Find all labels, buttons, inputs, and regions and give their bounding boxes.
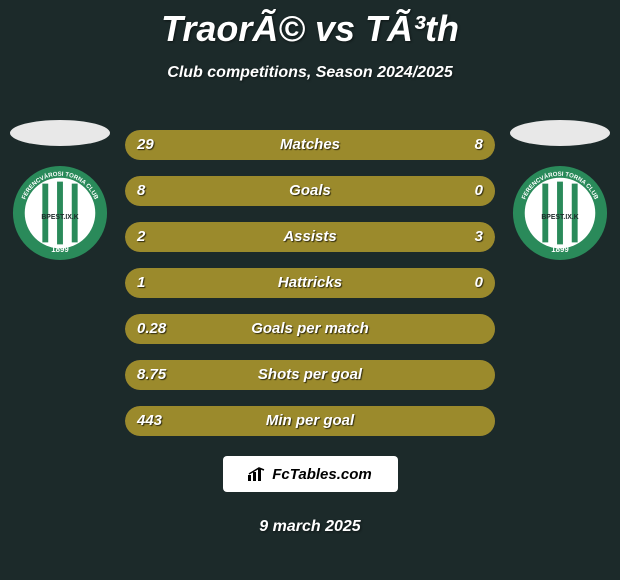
stat-row: 23Assists [125,222,495,252]
stats-container: 298Matches 80Goals 23Assists 10Hattricks 0.2… [125,130,495,436]
branding-badge: FcTables.com [223,456,398,492]
stat-label: Shots per goal [125,360,495,390]
stat-row: 443Min per goal [125,406,495,436]
footer-date: 9 march 2025 [0,518,620,536]
player-right-oval [510,120,610,146]
stat-label: Assists [125,222,495,252]
svg-text:BPEST.IX.K: BPEST.IX.K [41,214,78,221]
stat-row: 80Goals [125,176,495,206]
player-right-crest: FERENCVÁROSI TORNA CLUB BPEST.IX.K 1899 [511,164,609,262]
player-left-crest: FERENCVÁROSI TORNA CLUB BPEST.IX.K 1899 [11,164,109,262]
stat-label: Min per goal [125,406,495,436]
chart-icon [248,467,266,481]
stat-label: Goals per match [125,314,495,344]
stat-row: 298Matches [125,130,495,160]
stat-row: 0.28Goals per match [125,314,495,344]
svg-text:1899: 1899 [51,245,69,254]
svg-text:1899: 1899 [551,245,569,254]
branding-text: FcTables.com [272,466,371,483]
page-title: TraorÃ© vs TÃ³th [0,0,620,50]
player-left-column: FERENCVÁROSI TORNA CLUB BPEST.IX.K 1899 [10,120,110,262]
player-right-column: FERENCVÁROSI TORNA CLUB BPEST.IX.K 1899 [510,120,610,262]
stat-label: Hattricks [125,268,495,298]
stat-label: Goals [125,176,495,206]
svg-text:BPEST.IX.K: BPEST.IX.K [541,214,578,221]
stat-row: 10Hattricks [125,268,495,298]
competition-subtitle: Club competitions, Season 2024/2025 [0,64,620,82]
stat-row: 8.75Shots per goal [125,360,495,390]
player-left-oval [10,120,110,146]
stat-label: Matches [125,130,495,160]
